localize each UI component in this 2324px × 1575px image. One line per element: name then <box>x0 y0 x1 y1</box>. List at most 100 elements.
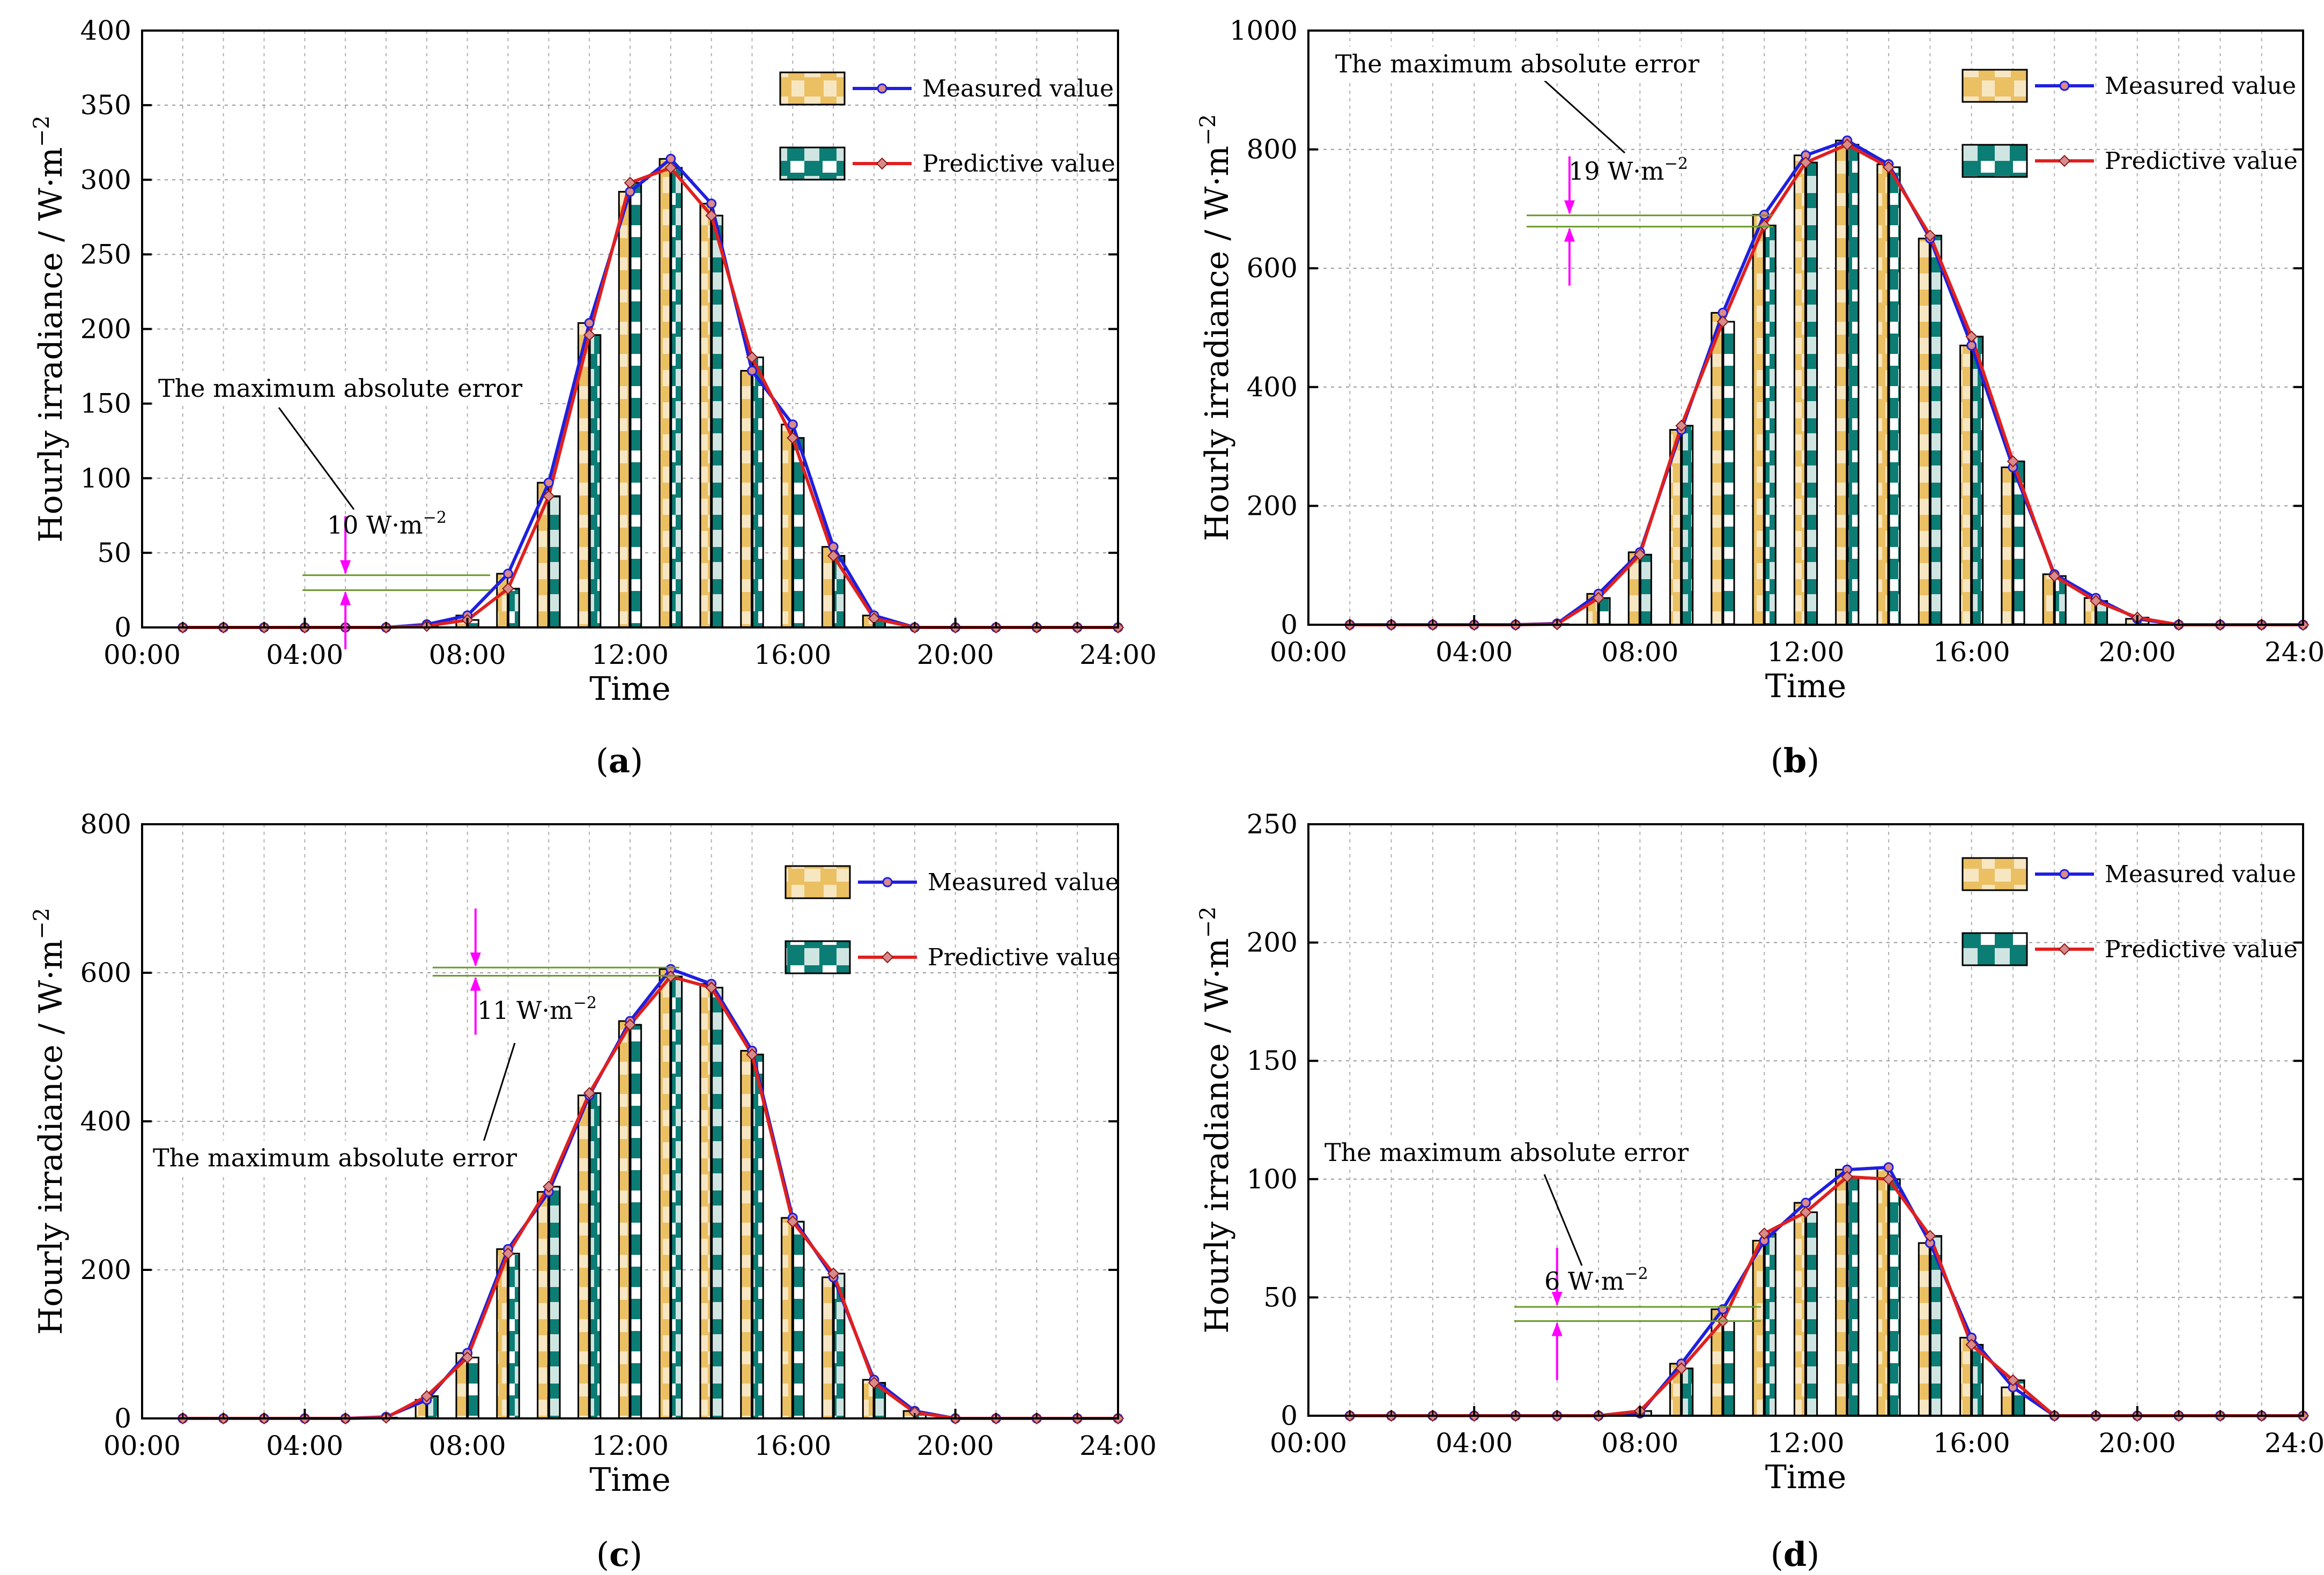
legend-label-measured: Measured value <box>922 75 1114 102</box>
panel-caption: (c) <box>596 1535 642 1574</box>
y-tick-label: 200 <box>1247 490 1298 521</box>
point-predictive <box>705 209 717 222</box>
error-arrowhead-top <box>340 560 351 574</box>
x-tick-label: 20:00 <box>2099 637 2176 668</box>
y-tick-label: 150 <box>80 388 131 419</box>
annotation-value: 11 W·m−2 <box>477 994 597 1025</box>
legend-marker-predictive <box>876 157 889 170</box>
point-predictive <box>1675 419 1688 432</box>
point-predictive <box>624 1018 636 1031</box>
legend: Measured value Predictive value <box>779 71 1115 181</box>
x-tick-label: 00:00 <box>103 639 181 670</box>
bar-measured <box>1835 139 1848 626</box>
bar-measured <box>740 1049 753 1419</box>
annotation-value-text: 6 W·m <box>1544 1267 1624 1296</box>
y-tick-label: 250 <box>80 239 131 270</box>
bar-predictive <box>1722 1320 1735 1417</box>
annotation-title: The maximum absolute error <box>153 1143 517 1172</box>
x-tick-label: 08:00 <box>1601 1428 1678 1459</box>
point-predictive <box>2090 595 2102 607</box>
bar-measured <box>781 1217 793 1419</box>
y-tick-label: 50 <box>1263 1282 1298 1313</box>
x-tick-label: 12:00 <box>1767 1428 1844 1459</box>
bar-measured <box>1835 1169 1848 1417</box>
point-predictive <box>502 582 514 595</box>
point-predictive <box>1841 1171 1854 1183</box>
annotation-title-bg <box>1319 1135 1705 1170</box>
point-predictive <box>868 612 880 625</box>
error-arrowhead-top <box>1564 200 1575 215</box>
x-tick-label: 00:00 <box>103 1430 181 1461</box>
bar-measured <box>618 191 631 628</box>
point-predictive <box>827 550 840 562</box>
series-line-measured <box>182 967 1118 1420</box>
x-tick-label: 08:00 <box>429 639 506 670</box>
legend-label-measured: Measured value <box>2105 861 2296 888</box>
error-annotation: The maximum absolute error 11 W·m−2 <box>147 908 679 1175</box>
y-tick-label: 0 <box>114 612 131 643</box>
y-tick-label: 300 <box>80 164 131 195</box>
bar-measured <box>1793 154 1806 626</box>
x-tick-label: 20:00 <box>2099 1428 2176 1459</box>
error-arrowhead-bottom <box>1564 227 1575 242</box>
y-tick-label: 200 <box>80 1254 131 1285</box>
bar-measured <box>1752 1240 1765 1417</box>
point-predictive <box>461 1351 473 1364</box>
bar-predictive <box>1888 1178 1901 1417</box>
legend-marker-predictive <box>2058 943 2071 956</box>
caption-letter: d <box>1783 1535 1807 1574</box>
x-tick-label: 08:00 <box>429 1430 506 1461</box>
point-predictive <box>2048 570 2061 582</box>
annotation-leader-line <box>482 1042 516 1145</box>
point-predictive <box>1634 548 1646 561</box>
point-predictive <box>420 1390 433 1402</box>
point-measured <box>543 477 554 488</box>
point-predictive <box>502 1247 514 1260</box>
point-predictive <box>2007 1374 2019 1387</box>
point-predictive <box>827 1267 840 1280</box>
legend-marker-measured <box>877 83 887 94</box>
annotation-leader-line <box>1543 1174 1583 1266</box>
bar-predictive <box>467 1356 479 1419</box>
annotation-value-sup: −2 <box>1664 154 1688 173</box>
x-tick-label: 04:00 <box>1435 1428 1513 1459</box>
bar-measured <box>658 158 671 628</box>
y-axis-label: Hourly irradiance / W·m−2 <box>29 115 70 542</box>
y-tick-label: 800 <box>1247 134 1298 165</box>
point-predictive <box>2007 455 2019 468</box>
y-tick-label: 150 <box>1247 1045 1298 1076</box>
annotation-leader-line <box>1543 79 1626 154</box>
legend: Measured value Predictive value <box>1962 857 2298 966</box>
caption-letter: c <box>609 1535 630 1574</box>
point-predictive <box>1924 229 1936 242</box>
point-predictive <box>1675 1362 1688 1375</box>
x-tick-label: 16:00 <box>754 1430 831 1461</box>
bar-measured <box>658 968 671 1419</box>
bar-measured <box>699 983 712 1419</box>
bar-predictive <box>751 1053 764 1419</box>
legend-marker-predictive <box>881 951 894 964</box>
caption-letter: a <box>609 741 630 780</box>
bar-predictive <box>1971 336 1984 626</box>
x-tick-label: 04:00 <box>266 639 343 670</box>
annotation-value-sup: −2 <box>1624 1265 1648 1283</box>
point-predictive <box>746 351 758 364</box>
bar-measured <box>618 1020 631 1419</box>
bar-measured <box>1959 1336 1972 1417</box>
point-predictive <box>1965 330 1978 343</box>
y-tick-label: 1000 <box>1230 15 1298 46</box>
legend-label-measured: Measured value <box>2105 72 2296 100</box>
legend-swatch-predictive <box>779 146 846 181</box>
legend-marker-predictive <box>2058 154 2071 167</box>
x-tick-label: 00:00 <box>1270 637 1347 668</box>
x-tick-label: 04:00 <box>1435 637 1513 668</box>
bar-predictive <box>1847 1175 1860 1417</box>
y-tick-label: 400 <box>80 15 131 46</box>
panel-caption: (a) <box>596 741 643 780</box>
bar-predictive <box>792 1221 805 1419</box>
y-tick-label: 100 <box>1247 1164 1298 1195</box>
annotation-title: The maximum absolute error <box>158 374 522 403</box>
legend-label-predictive: Predictive value <box>922 150 1115 178</box>
y-tick-label: 250 <box>1247 809 1298 840</box>
legend-marker-measured <box>2059 80 2070 91</box>
